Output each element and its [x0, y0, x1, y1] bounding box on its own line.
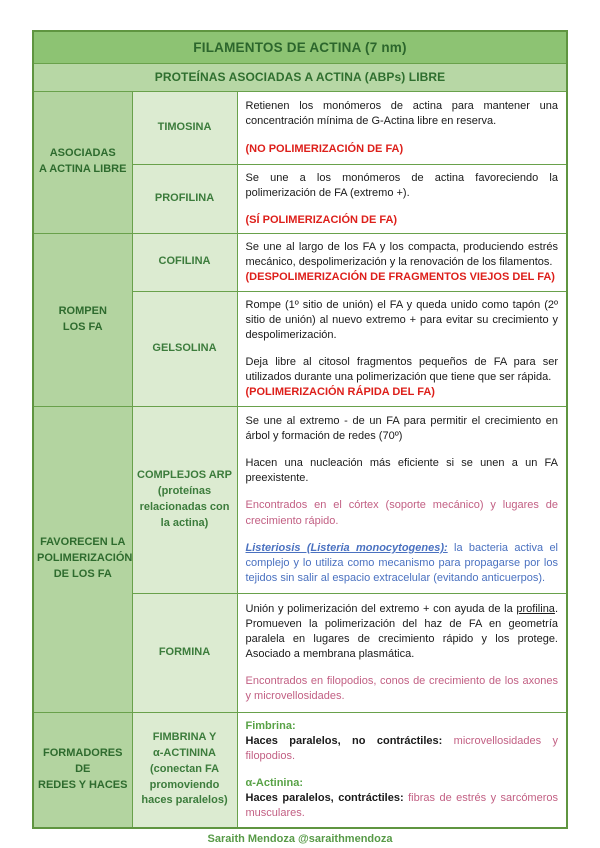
- description-text: Rompe (1º sitio de unión) el FA y queda …: [245, 298, 559, 341]
- description-fragment: . Promueven la polimerización del haz de…: [245, 602, 559, 661]
- content-cell-timosina: Retienen los monómeros de actina para ma…: [236, 90, 568, 165]
- description-lead: Haces paralelos, contráctiles:: [245, 792, 404, 805]
- description-text: Se une a los monómeros de actina favorec…: [245, 171, 559, 199]
- actin-filaments-table: FILAMENTOS DE ACTINA (7 nm) PROTEÍNAS AS…: [32, 30, 568, 829]
- table-row: FAVORECEN LA POLIMERIZACIÓN DE LOS FA CO…: [32, 405, 568, 713]
- subheading-actinina: α-Actinina:: [245, 777, 303, 790]
- table-subtitle: PROTEÍNAS ASOCIADAS A ACTINA (ABPs) LIBR…: [32, 62, 568, 92]
- disease-note: Listeriosis (Listeria monocytogenes): la…: [246, 541, 559, 587]
- table-row: ASOCIADAS A ACTINA LIBRE TIMOSINA Retien…: [32, 90, 568, 235]
- author-credit: Saraith Mendoza @saraithmendoza: [207, 832, 393, 845]
- table-row: ROMPEN LOS FA COFILINA Se une al largo d…: [32, 233, 568, 407]
- table-row: FORMINA Unión y polimerización del extre…: [33, 592, 568, 713]
- protein-cell-gelsolina: GELSOLINA: [131, 290, 238, 407]
- location-note: fibras de estrés y sarcómeros musculares…: [245, 792, 559, 820]
- description-lead: Haces paralelos, no contráctiles:: [245, 734, 443, 747]
- content-cell-complejos-arp: Se une al extremo - de un FA para permit…: [236, 405, 568, 594]
- content-cell-formina: Unión y polimerización del extremo + con…: [236, 592, 568, 713]
- category-cell-asociadas: ASOCIADAS A ACTINA LIBRE: [32, 90, 133, 235]
- description-text: Retienen los monómeros de actina para ma…: [245, 100, 559, 128]
- location-note: Encontrados en el córtex (soporte mecáni…: [245, 499, 559, 527]
- content-cell-cofilina: Se une al largo de los FA y los compacta…: [236, 233, 568, 292]
- description-text: Se une al extremo - de un FA para permit…: [245, 414, 559, 442]
- subheading-fimbrina: Fimbrina:: [245, 719, 296, 732]
- category-cell-favorecen: FAVORECEN LA POLIMERIZACIÓN DE LOS FA: [32, 405, 133, 713]
- protein-cell-formina: FORMINA: [131, 592, 238, 713]
- disease-name: Listeriosis (Listeria monocytogenes):: [245, 541, 448, 554]
- category-cell-rompen: ROMPEN LOS FA: [32, 233, 133, 407]
- protein-cell-profilina: PROFILINA: [131, 163, 238, 235]
- description-fragment: Unión y polimerización del extremo + con…: [245, 602, 517, 615]
- protein-cell-cofilina: COFILINA: [131, 233, 238, 292]
- table-row: GELSOLINA Rompe (1º sitio de unión) el F…: [33, 290, 568, 407]
- description-text: Hacen una nucleación más eficiente si se…: [245, 457, 559, 485]
- content-cell-gelsolina: Rompe (1º sitio de unión) el FA y queda …: [236, 290, 568, 407]
- effect-note: (NO POLIMERIZACIÓN DE FA): [245, 142, 404, 155]
- description-text: Haces paralelos, contráctiles: fibras de…: [246, 791, 559, 821]
- table-row: PROFILINA Se une a los monómeros de acti…: [33, 163, 568, 235]
- content-cell-fimbrina-actinina: Fimbrina: Haces paralelos, no contráctil…: [236, 711, 568, 829]
- table-row: FORMADORES DE REDES Y HACES FIMBRINA Y α…: [32, 711, 568, 829]
- location-note: microvellosidades y filopodios.: [245, 734, 559, 762]
- description-text: Unión y polimerización del extremo + con…: [246, 602, 559, 663]
- protein-cell-fimbrina-actinina: FIMBRINA Y α-ACTININA (conectan FA promo…: [131, 711, 238, 829]
- protein-cell-complejos-arp: COMPLEJOS ARP (proteínas relacionadas co…: [131, 405, 238, 594]
- profilina-reference: profilina: [516, 602, 555, 615]
- category-cell-formadores: FORMADORES DE REDES Y HACES: [32, 711, 133, 829]
- table-title: FILAMENTOS DE ACTINA (7 nm): [32, 30, 568, 64]
- description-text: Deja libre al citosol fragmentos pequeño…: [245, 356, 559, 384]
- content-cell-profilina: Se une a los monómeros de actina favorec…: [236, 163, 568, 235]
- description-text: Haces paralelos, no contráctiles: microv…: [246, 734, 559, 764]
- effect-note: (POLIMERIZACIÓN RÁPIDA DEL FA): [245, 386, 435, 399]
- effect-note: (SÍ POLIMERIZACIÓN DE FA): [245, 213, 398, 226]
- protein-cell-timosina: TIMOSINA: [131, 90, 238, 165]
- disease-description: la bacteria activa el complejo y lo util…: [245, 541, 559, 585]
- location-note: Encontrados en filopodios, conos de crec…: [245, 675, 559, 703]
- effect-note: (DESPOLIMERIZACIÓN DE FRAGMENTOS VIEJOS …: [245, 271, 555, 284]
- description-text: Se une al largo de los FA y los compacta…: [245, 241, 559, 269]
